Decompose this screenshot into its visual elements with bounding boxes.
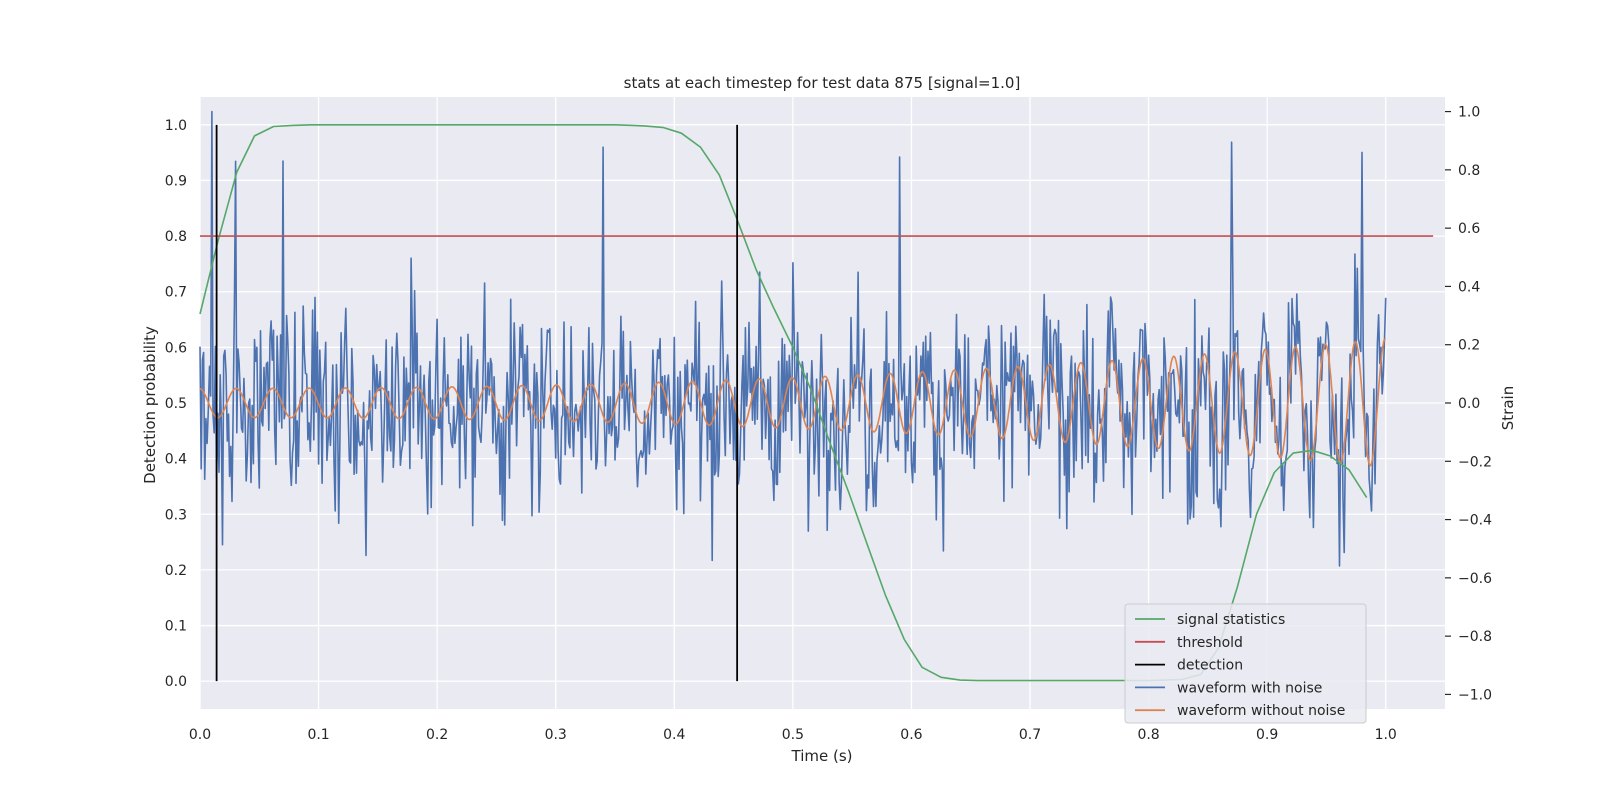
x-tick-label: 0.0 <box>189 727 211 743</box>
left-y-tick-label: 0.0 <box>165 674 187 690</box>
left-y-axis-ticks: 0.0 0.1 0.2 0.3 0.4 0.5 0.6 0.7 0.8 0.9 1.0 <box>165 118 187 690</box>
x-tick-label: 0.7 <box>1019 727 1041 743</box>
series-lines <box>199 110 1434 682</box>
right-y-tick-label: 0.4 <box>1458 279 1480 295</box>
left-y-tick-label: 0.5 <box>165 396 187 412</box>
x-tick-label: 0.6 <box>900 727 922 743</box>
x-tick-label: 0.1 <box>307 727 329 743</box>
right-y-tick-label: −0.2 <box>1458 454 1492 470</box>
right-y-tick-label: 0.2 <box>1458 338 1480 354</box>
left-y-tick-label: 0.6 <box>165 340 187 356</box>
right-y-tick-label: −0.6 <box>1458 571 1492 587</box>
left-y-tick-label: 1.0 <box>165 118 187 134</box>
legend-label: threshold <box>1177 635 1243 651</box>
x-tick-label: 0.3 <box>545 727 567 743</box>
legend: signal statistics threshold detection wavef… <box>1124 603 1367 724</box>
legend-label: waveform with noise <box>1177 680 1322 696</box>
right-y-tick-label: 1.0 <box>1458 105 1480 121</box>
legend-label: signal statistics <box>1177 612 1285 628</box>
left-y-tick-label: 0.1 <box>165 619 187 635</box>
legend-label: detection <box>1177 658 1243 674</box>
series-waveform-with-noise <box>199 110 1387 567</box>
left-y-tick-label: 0.4 <box>165 452 187 468</box>
x-tick-label: 0.4 <box>663 727 685 743</box>
right-y-tick-label: 0.0 <box>1458 396 1480 412</box>
right-y-tick-label: −1.0 <box>1458 687 1492 703</box>
right-y-tick-label: 0.8 <box>1458 163 1480 179</box>
left-y-tick-label: 0.9 <box>165 173 187 189</box>
left-y-tick-label: 0.7 <box>165 285 187 301</box>
legend-label: waveform without noise <box>1177 703 1345 719</box>
series-waveform-without-noise <box>199 338 1387 467</box>
x-tick-label: 0.2 <box>426 727 448 743</box>
right-y-tick-label: 0.6 <box>1458 221 1480 237</box>
left-y-tick-label: 0.3 <box>165 507 187 523</box>
x-axis-ticks: 0.0 0.1 0.2 0.3 0.4 0.5 0.6 0.7 0.8 0.9 1.0 <box>189 727 1397 743</box>
right-y-axis-title: Strain <box>1499 386 1517 430</box>
left-y-axis-title: Detection probability <box>141 326 159 484</box>
x-axis-title: Time (s) <box>791 747 853 765</box>
left-y-tick-label: 0.2 <box>165 563 187 579</box>
chart-title: stats at each timestep for test data 875… <box>624 74 1021 92</box>
series-signal-statistics <box>199 124 1368 682</box>
legend-box <box>1124 603 1367 724</box>
x-tick-label: 1.0 <box>1375 727 1397 743</box>
right-y-tick-label: −0.8 <box>1458 629 1492 645</box>
x-tick-label: 0.8 <box>1137 727 1159 743</box>
series-detection <box>215 124 739 682</box>
x-tick-label: 0.5 <box>782 727 804 743</box>
right-y-tick-label: −0.4 <box>1458 513 1492 529</box>
left-y-tick-label: 0.8 <box>165 229 187 245</box>
right-y-axis-ticks: −1.0 −0.8 −0.6 −0.4 −0.2 0.0 0.2 0.4 0.6 0.8 1.0 <box>1445 105 1492 703</box>
x-tick-label: 0.9 <box>1256 727 1278 743</box>
